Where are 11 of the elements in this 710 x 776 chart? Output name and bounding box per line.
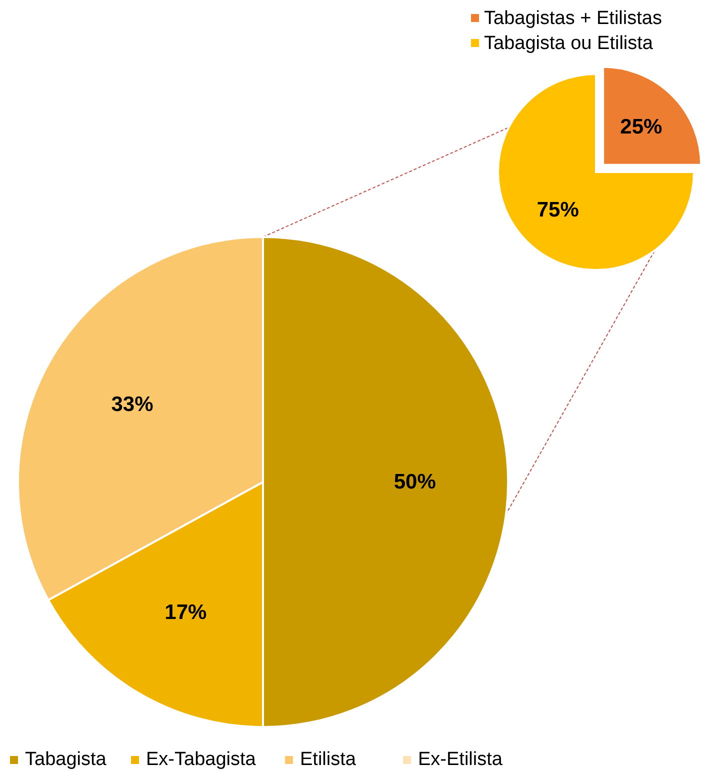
data-label: 75% [536,198,580,222]
legend-label: Tabagista [25,749,107,770]
legend-label: Ex-Tabagista [146,749,256,770]
data-label: 33% [111,393,154,416]
legend-label: Tabagistas + Etilistas [484,8,662,29]
data-label: 50% [394,470,436,494]
data-label: 25% [620,115,663,138]
legend-label: Etilista [300,749,356,770]
data-label: 17% [164,601,208,624]
legend-label: Ex-Etilista [418,749,503,770]
legend-label: Tabagista ou Etilista [484,33,654,54]
